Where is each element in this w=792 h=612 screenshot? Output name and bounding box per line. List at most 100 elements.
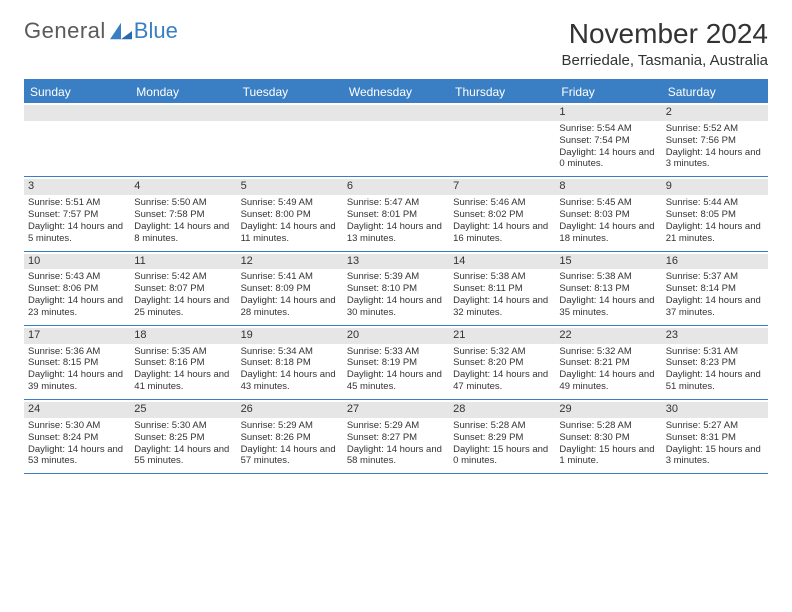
day-info-line: Sunset: 8:03 PM xyxy=(559,209,657,221)
day-cell: 26Sunrise: 5:29 AMSunset: 8:26 PMDayligh… xyxy=(237,400,343,473)
day-info-line: Sunrise: 5:44 AM xyxy=(666,197,764,209)
day-cell xyxy=(449,103,555,176)
day-info-line: Daylight: 14 hours and 47 minutes. xyxy=(453,369,551,393)
day-info-line: Daylight: 15 hours and 1 minute. xyxy=(559,444,657,468)
day-info-line: Sunset: 8:11 PM xyxy=(453,283,551,295)
day-cell: 14Sunrise: 5:38 AMSunset: 8:11 PMDayligh… xyxy=(449,252,555,325)
day-info-line: Daylight: 15 hours and 0 minutes. xyxy=(453,444,551,468)
day-info-line: Sunrise: 5:28 AM xyxy=(453,420,551,432)
page-subtitle: Berriedale, Tasmania, Australia xyxy=(562,52,769,69)
day-cell: 13Sunrise: 5:39 AMSunset: 8:10 PMDayligh… xyxy=(343,252,449,325)
day-number: 25 xyxy=(130,402,236,418)
day-number xyxy=(343,105,449,121)
day-info-line: Sunrise: 5:33 AM xyxy=(347,346,445,358)
logo-text-blue: Blue xyxy=(134,18,178,44)
day-info-line: Sunrise: 5:51 AM xyxy=(28,197,126,209)
day-info-line: Daylight: 14 hours and 5 minutes. xyxy=(28,221,126,245)
day-info-line: Sunrise: 5:35 AM xyxy=(134,346,232,358)
day-info-line: Sunset: 7:56 PM xyxy=(666,135,764,147)
day-info-line: Sunrise: 5:38 AM xyxy=(453,271,551,283)
day-info-line: Daylight: 14 hours and 57 minutes. xyxy=(241,444,339,468)
day-cell xyxy=(237,103,343,176)
day-number: 29 xyxy=(555,402,661,418)
day-cell: 10Sunrise: 5:43 AMSunset: 8:06 PMDayligh… xyxy=(24,252,130,325)
day-number: 13 xyxy=(343,254,449,270)
day-info-line: Daylight: 14 hours and 53 minutes. xyxy=(28,444,126,468)
day-cell: 22Sunrise: 5:32 AMSunset: 8:21 PMDayligh… xyxy=(555,326,661,399)
day-number: 12 xyxy=(237,254,343,270)
day-number: 8 xyxy=(555,179,661,195)
day-info-line: Sunrise: 5:49 AM xyxy=(241,197,339,209)
day-info-line: Daylight: 14 hours and 11 minutes. xyxy=(241,221,339,245)
day-info-line: Daylight: 14 hours and 32 minutes. xyxy=(453,295,551,319)
day-info-line: Daylight: 14 hours and 35 minutes. xyxy=(559,295,657,319)
day-info-line: Sunset: 7:57 PM xyxy=(28,209,126,221)
day-info-line: Daylight: 14 hours and 13 minutes. xyxy=(347,221,445,245)
title-block: November 2024 Berriedale, Tasmania, Aust… xyxy=(562,18,769,69)
day-cell: 28Sunrise: 5:28 AMSunset: 8:29 PMDayligh… xyxy=(449,400,555,473)
day-info-line: Sunrise: 5:52 AM xyxy=(666,123,764,135)
day-cell xyxy=(130,103,236,176)
day-info-line: Sunset: 8:15 PM xyxy=(28,357,126,369)
day-number: 15 xyxy=(555,254,661,270)
day-header-row: SundayMondayTuesdayWednesdayThursdayFrid… xyxy=(24,81,768,103)
day-info-line: Sunrise: 5:42 AM xyxy=(134,271,232,283)
day-cell: 11Sunrise: 5:42 AMSunset: 8:07 PMDayligh… xyxy=(130,252,236,325)
day-info-line: Daylight: 14 hours and 25 minutes. xyxy=(134,295,232,319)
day-info-line: Sunset: 8:00 PM xyxy=(241,209,339,221)
day-number xyxy=(24,105,130,121)
day-cell: 2 Sunrise: 5:52 AMSunset: 7:56 PMDaylight… xyxy=(662,103,768,176)
day-cell: 9Sunrise: 5:44 AMSunset: 8:05 PMDaylight… xyxy=(662,177,768,250)
day-info-line: Daylight: 15 hours and 3 minutes. xyxy=(666,444,764,468)
day-info-line: Daylight: 14 hours and 41 minutes. xyxy=(134,369,232,393)
day-cell xyxy=(24,103,130,176)
day-info-line: Sunrise: 5:32 AM xyxy=(453,346,551,358)
logo: General Blue xyxy=(24,18,178,44)
day-number: 21 xyxy=(449,328,555,344)
day-info-line: Sunrise: 5:31 AM xyxy=(666,346,764,358)
day-number: 10 xyxy=(24,254,130,270)
day-number xyxy=(130,105,236,121)
day-number xyxy=(237,105,343,121)
day-info-line: Daylight: 14 hours and 49 minutes. xyxy=(559,369,657,393)
day-info-line: Daylight: 14 hours and 3 minutes. xyxy=(666,147,764,171)
day-info-line: Sunrise: 5:43 AM xyxy=(28,271,126,283)
day-number: 1 xyxy=(555,105,661,121)
calendar: SundayMondayTuesdayWednesdayThursdayFrid… xyxy=(24,79,768,474)
week-row: 10Sunrise: 5:43 AMSunset: 8:06 PM Dayligh… xyxy=(24,252,768,326)
day-number: 24 xyxy=(24,402,130,418)
week-row: 17Sunrise: 5:36 AMSunset: 8:15 PMDayligh… xyxy=(24,326,768,400)
day-header-saturday: Saturday xyxy=(662,81,768,103)
day-info-line: Sunrise: 5:38 AM xyxy=(559,271,657,283)
day-number xyxy=(449,105,555,121)
day-info-line: Sunset: 8:01 PM xyxy=(347,209,445,221)
day-cell: 18Sunrise: 5:35 AMSunset: 8:16 PMDayligh… xyxy=(130,326,236,399)
day-info-line: Sunset: 8:19 PM xyxy=(347,357,445,369)
day-number: 22 xyxy=(555,328,661,344)
day-info-line: Sunset: 8:24 PM xyxy=(28,432,126,444)
day-info-line: Sunrise: 5:46 AM xyxy=(453,197,551,209)
day-cell: 6Sunrise: 5:47 AMSunset: 8:01 PMDaylight… xyxy=(343,177,449,250)
day-number: 30 xyxy=(662,402,768,418)
day-info-line: Daylight: 14 hours and 21 minutes. xyxy=(666,221,764,245)
day-info-line: Sunrise: 5:39 AM xyxy=(347,271,445,283)
day-info-line: Sunset: 7:58 PM xyxy=(134,209,232,221)
header: General Blue November 2024 Berriedale, T… xyxy=(24,18,768,69)
day-info-line: Sunset: 8:27 PM xyxy=(347,432,445,444)
day-number: 2 xyxy=(662,105,768,121)
day-info-line: Sunrise: 5:29 AM xyxy=(347,420,445,432)
day-number: 9 xyxy=(662,179,768,195)
day-cell: 4Sunrise: 5:50 AMSunset: 7:58 PMDaylight… xyxy=(130,177,236,250)
day-number: 5 xyxy=(237,179,343,195)
day-info-line: Sunrise: 5:41 AM xyxy=(241,271,339,283)
day-cell: 19Sunrise: 5:34 AMSunset: 8:18 PMDayligh… xyxy=(237,326,343,399)
day-cell: 16Sunrise: 5:37 AMSunset: 8:14 PMDayligh… xyxy=(662,252,768,325)
page-title: November 2024 xyxy=(562,18,769,50)
day-header-wednesday: Wednesday xyxy=(343,81,449,103)
day-info-line: Sunset: 8:06 PM xyxy=(28,283,126,295)
day-info-line: Sunrise: 5:37 AM xyxy=(666,271,764,283)
day-number: 6 xyxy=(343,179,449,195)
day-info-line: Sunrise: 5:54 AM xyxy=(559,123,657,135)
day-info-line: Daylight: 14 hours and 39 minutes. xyxy=(28,369,126,393)
day-info-line: Sunrise: 5:36 AM xyxy=(28,346,126,358)
